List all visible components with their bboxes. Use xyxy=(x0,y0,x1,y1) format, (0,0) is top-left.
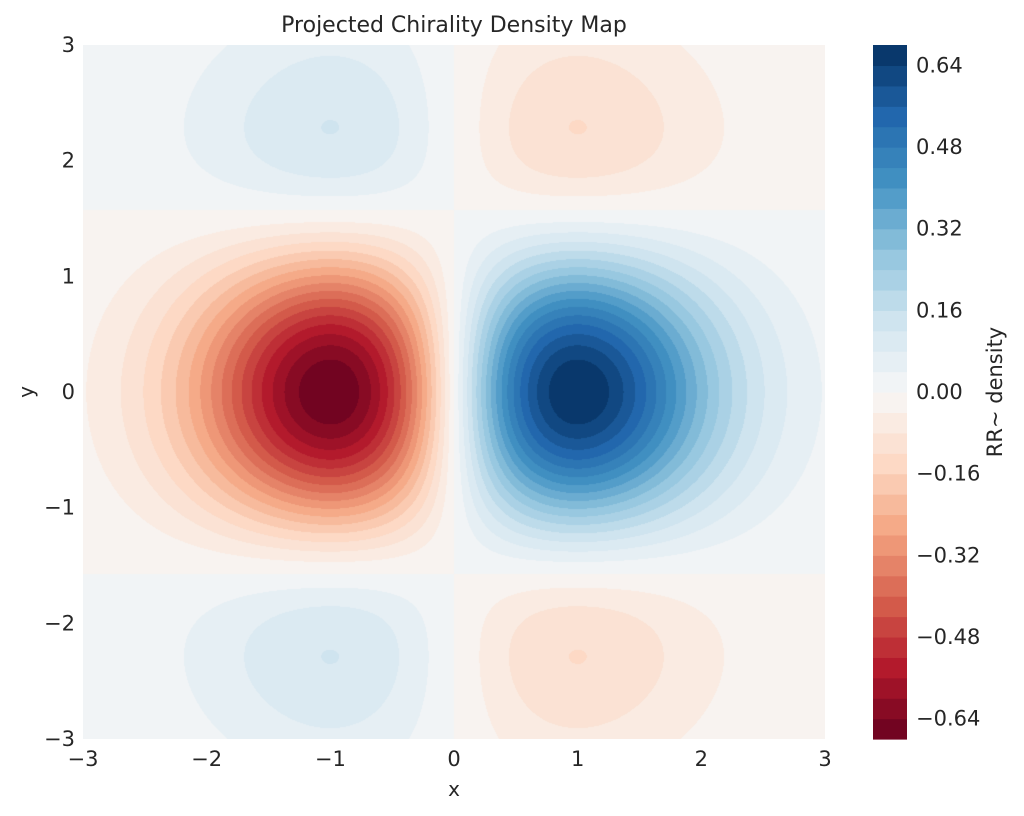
colorbar-tick-label: 0.64 xyxy=(916,53,963,77)
x-axis-ticks: −3 −2 −1 0 1 2 3 xyxy=(68,747,832,771)
colorbar-band xyxy=(873,718,907,740)
colorbar-band xyxy=(873,269,907,291)
y-axis-ticks: −3 −2 −1 0 1 2 3 xyxy=(44,33,75,751)
colorbar-tick-label: 0.16 xyxy=(916,298,963,322)
y-axis-label: y xyxy=(14,386,38,398)
colorbar-band xyxy=(873,596,907,618)
colorbar-band xyxy=(873,698,907,720)
colorbar-tick-label: 0.00 xyxy=(916,380,963,404)
colorbar-band xyxy=(873,392,907,414)
colorbar-band xyxy=(873,228,907,250)
y-tick-label: 2 xyxy=(62,149,75,173)
colorbar-band xyxy=(873,330,907,352)
colorbar-label: RR~ density xyxy=(983,327,1007,457)
x-tick-label: −2 xyxy=(191,747,222,771)
y-tick-label: 1 xyxy=(62,264,75,288)
colorbar-band xyxy=(873,249,907,271)
colorbar-band xyxy=(873,208,907,230)
x-tick-label: 2 xyxy=(695,747,708,771)
colorbar-band xyxy=(873,534,907,556)
colorbar-tick-label: 0.48 xyxy=(916,135,963,159)
y-tick-label: −1 xyxy=(44,496,75,520)
x-tick-label: 0 xyxy=(447,747,460,771)
colorbar-tick-label: −0.48 xyxy=(916,625,980,649)
heatmap-image xyxy=(83,45,825,739)
colorbar-tick-label: −0.32 xyxy=(916,543,980,567)
x-tick-label: 3 xyxy=(818,747,831,771)
colorbar-band xyxy=(873,65,907,87)
x-tick-label: −1 xyxy=(315,747,346,771)
colorbar-band xyxy=(873,187,907,209)
x-tick-label: −3 xyxy=(68,747,99,771)
colorbar-band xyxy=(873,514,907,536)
colorbar-band xyxy=(873,147,907,169)
x-axis-label: x xyxy=(448,777,460,801)
colorbar-band xyxy=(873,677,907,699)
chart-title: Projected Chirality Density Map xyxy=(281,13,627,38)
colorbar-band xyxy=(873,85,907,107)
y-tick-label: −3 xyxy=(44,727,75,751)
plot-area xyxy=(83,45,825,739)
colorbar-band xyxy=(873,45,907,67)
y-tick-label: 0 xyxy=(62,380,75,404)
colorbar-ticks: −0.64 −0.48 −0.32 −0.16 0.00 0.16 0.32 0.48 0.64 xyxy=(916,53,980,730)
x-tick-label: 1 xyxy=(571,747,584,771)
colorbar-band xyxy=(873,289,907,311)
colorbar-band xyxy=(873,473,907,495)
colorbar-band xyxy=(873,636,907,658)
colorbar-band xyxy=(873,453,907,475)
colorbar-band xyxy=(873,616,907,638)
colorbar-tick-label: 0.32 xyxy=(916,217,963,241)
colorbar-band xyxy=(873,371,907,393)
colorbar-band xyxy=(873,167,907,189)
colorbar-tick-label: −0.64 xyxy=(916,707,980,731)
colorbar-band xyxy=(873,432,907,454)
colorbar-band xyxy=(873,575,907,597)
colorbar-band xyxy=(873,106,907,128)
colorbar-band xyxy=(873,555,907,577)
colorbar-band xyxy=(873,126,907,148)
colorbar-band xyxy=(873,412,907,434)
colorbar xyxy=(873,45,907,740)
y-tick-label: −2 xyxy=(44,611,75,635)
colorbar-band xyxy=(873,351,907,373)
colorbar-tick-label: −0.16 xyxy=(916,462,980,486)
colorbar-band xyxy=(873,494,907,516)
y-tick-label: 3 xyxy=(62,33,75,57)
colorbar-band xyxy=(873,310,907,332)
colorbar-band xyxy=(873,657,907,679)
